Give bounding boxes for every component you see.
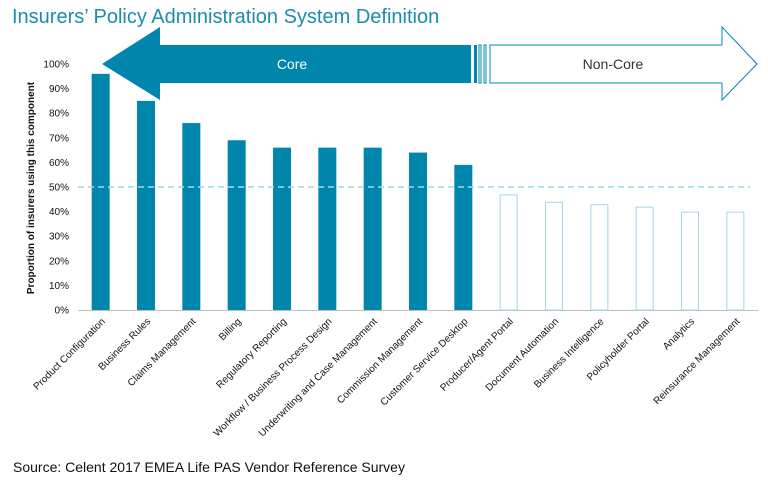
y-tick-label: 60% — [49, 158, 69, 169]
source-note: Source: Celent 2017 EMEA Life PAS Vendor… — [13, 459, 405, 475]
core-arrow-stripe — [483, 44, 487, 84]
bar — [635, 206, 654, 311]
bar — [590, 204, 609, 311]
bar — [499, 194, 518, 311]
bar — [182, 123, 201, 310]
x-tick-label: Analytics — [661, 316, 697, 352]
axes: 0% 10% 20% 30% 40% 50% 60% 70% 80% 90% 100% — [43, 60, 758, 317]
x-tick-label: Product Configuration — [32, 316, 108, 392]
y-axis-label: Proportion of insurers using this compon… — [26, 81, 37, 294]
noncore-arrow-label: Non-Core — [583, 56, 644, 72]
bar — [454, 164, 473, 310]
core-arrow: Core — [102, 27, 487, 100]
x-tick-label: Reinsurance Management — [652, 316, 743, 407]
bar — [681, 211, 699, 311]
y-tick-label: 70% — [49, 133, 69, 144]
y-tick-label: 30% — [49, 232, 69, 243]
y-tick-label: 0% — [55, 306, 70, 317]
chart-title: Insurers’ Policy Administration System D… — [12, 6, 440, 28]
y-tick-label: 40% — [49, 207, 69, 218]
core-arrow-stripe — [474, 45, 477, 83]
bar — [545, 201, 563, 311]
y-tick-label: 80% — [49, 109, 69, 120]
x-tick-label: Billing — [217, 316, 244, 343]
y-tick-label: 100% — [43, 60, 69, 71]
noncore-arrow-shape — [489, 25, 758, 102]
y-tick-label: 20% — [49, 256, 69, 267]
x-tick-label: Customer Service Desktop — [379, 316, 471, 408]
bar — [91, 73, 110, 310]
noncore-arrow: Non-Core — [489, 25, 758, 102]
core-arrow-shape — [102, 27, 471, 100]
y-tick-label: 50% — [49, 183, 69, 194]
bar — [273, 147, 291, 310]
bar — [409, 152, 427, 310]
core-arrow-label: Core — [277, 56, 308, 72]
bar — [137, 100, 155, 311]
y-tick-label: 10% — [49, 281, 69, 292]
bar — [227, 140, 246, 310]
y-tick-label: 90% — [49, 84, 69, 95]
bars — [91, 73, 745, 311]
core-arrow-stripe — [478, 44, 482, 84]
bar — [318, 147, 337, 310]
bar — [726, 211, 745, 311]
x-tick-label: Commission Management — [335, 316, 425, 406]
bar — [363, 147, 382, 310]
